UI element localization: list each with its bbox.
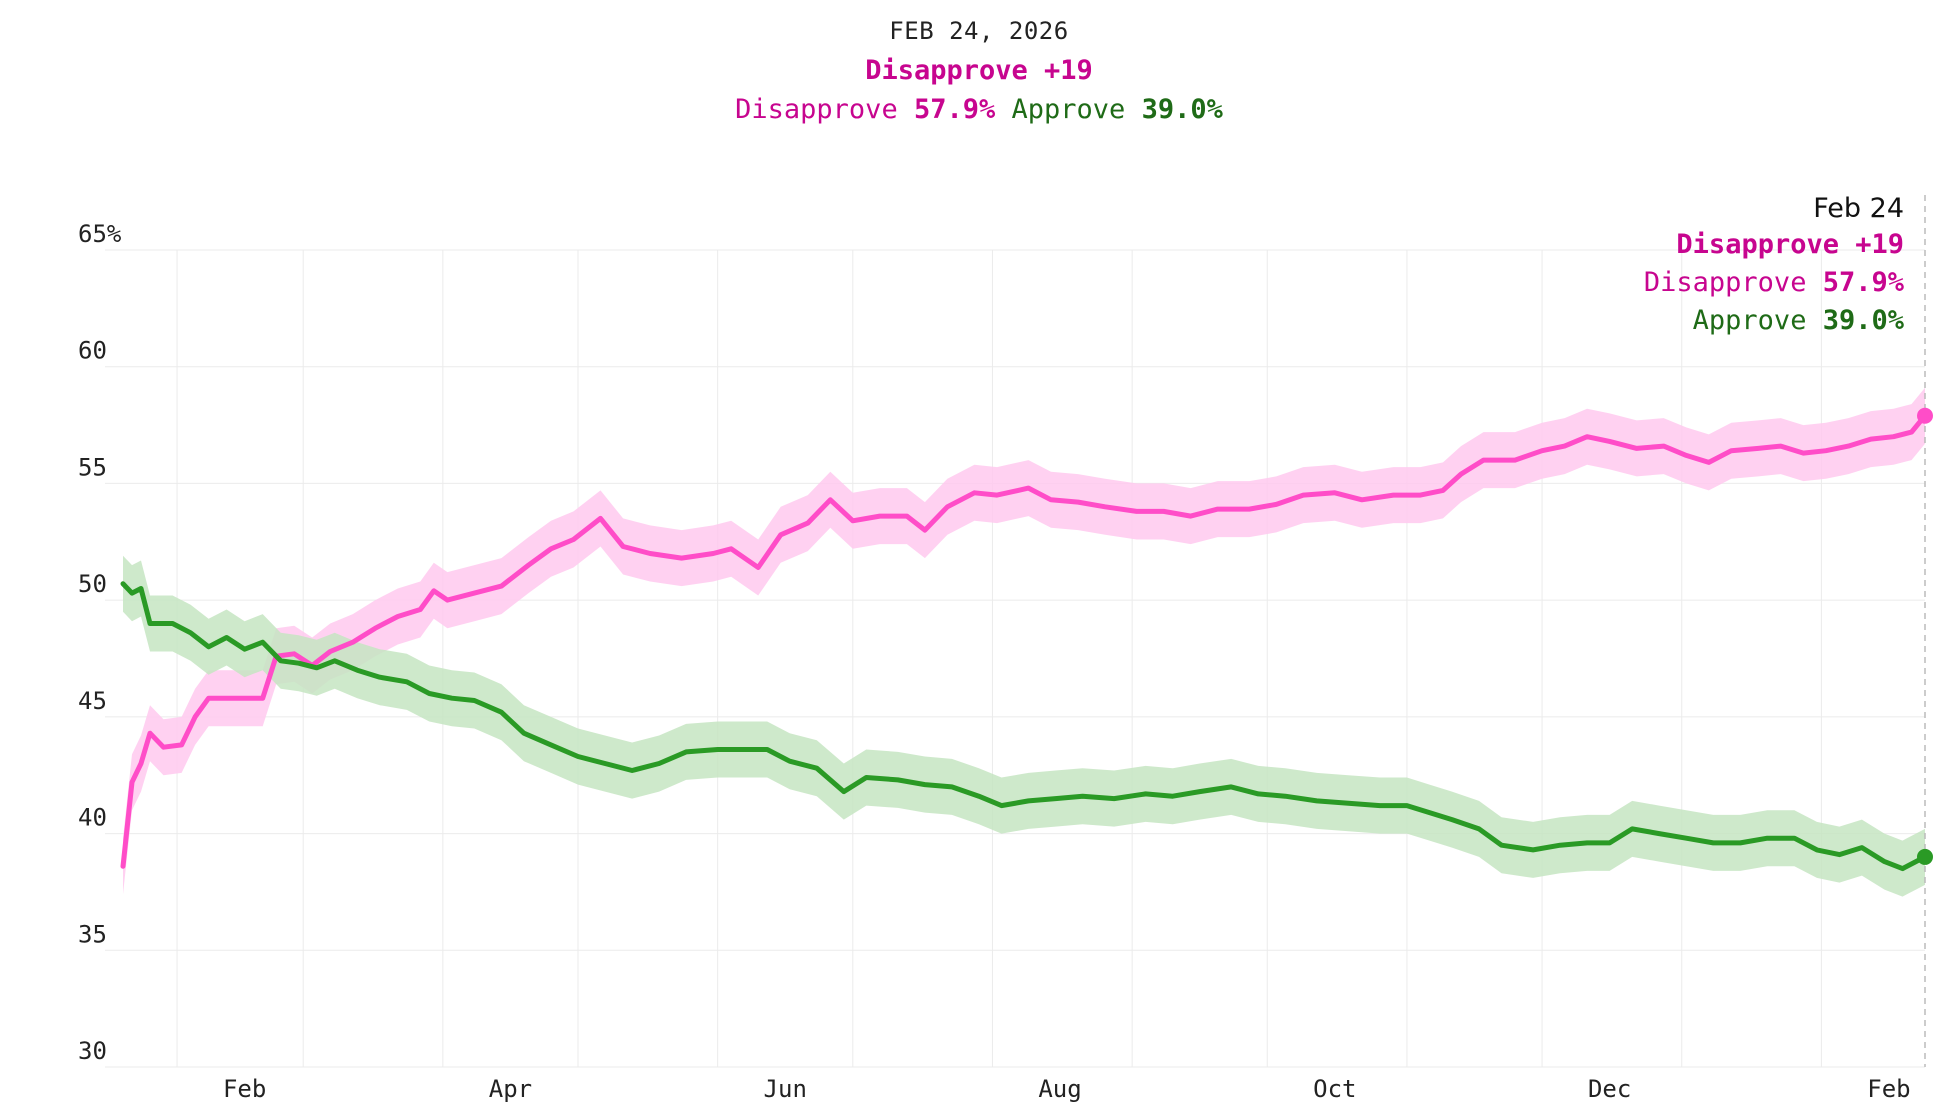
x-tick-label: Feb <box>1867 1075 1910 1103</box>
y-tick-label: 65% <box>78 220 122 248</box>
header-approve-value: 39.0% <box>1141 94 1223 125</box>
tooltip-disapprove: Disapprove 57.9% <box>1644 267 1904 298</box>
disapprove-end-dot <box>1917 407 1933 424</box>
y-tick-label: 35 <box>78 920 107 948</box>
header-values: Disapprove 57.9% Approve 39.0% <box>0 94 1958 125</box>
uncertainty-bands <box>123 387 1925 897</box>
x-tick-label: Dec <box>1588 1075 1631 1103</box>
tooltip-disapprove-value: 57.9% <box>1822 267 1904 298</box>
y-tick-label: 55 <box>78 453 107 481</box>
header-disapprove-value: 57.9% <box>913 94 996 125</box>
y-tick-label: 50 <box>78 570 107 598</box>
header-approve-label: Approve <box>1011 94 1126 125</box>
x-tick-label: Aug <box>1038 1075 1081 1103</box>
y-axis: 65% 60 55 50 45 40 35 30 <box>78 220 122 1065</box>
tooltip-approve: Approve 39.0% <box>1693 305 1904 336</box>
chart-grid <box>105 249 1925 1068</box>
disapprove-band <box>123 387 1925 895</box>
header-net-label: Disapprove +19 <box>865 55 1093 86</box>
x-tick-label: Jun <box>764 1075 807 1103</box>
y-tick-label: 45 <box>78 687 107 715</box>
y-tick-label: 60 <box>78 337 107 365</box>
disapprove-line <box>120 413 1928 869</box>
trend-lines <box>120 413 1928 872</box>
approve-end-dot <box>1917 848 1933 865</box>
header-date: FEB 24, 2026 <box>889 17 1069 45</box>
tooltip-date: Feb 24 <box>1813 193 1904 224</box>
approve-line <box>120 581 1928 872</box>
hover-cursor <box>1917 195 1933 1067</box>
header-disapprove-label: Disapprove <box>735 94 898 125</box>
x-tick-label: Apr <box>489 1075 532 1103</box>
y-tick-label: 30 <box>78 1037 107 1065</box>
x-axis: Feb Apr Jun Aug Oct Dec Feb <box>223 1075 1911 1103</box>
tooltip-net-label: Disapprove +19 <box>1676 229 1904 260</box>
x-tick-label: Oct <box>1313 1075 1356 1103</box>
approve-band <box>123 555 1925 897</box>
tooltip-approve-value: 39.0% <box>1822 305 1904 336</box>
tooltip-approve-label: Approve <box>1692 305 1807 336</box>
x-tick-label: Feb <box>223 1075 266 1103</box>
tooltip-disapprove-label: Disapprove <box>1643 267 1807 298</box>
y-tick-label: 40 <box>78 804 107 832</box>
